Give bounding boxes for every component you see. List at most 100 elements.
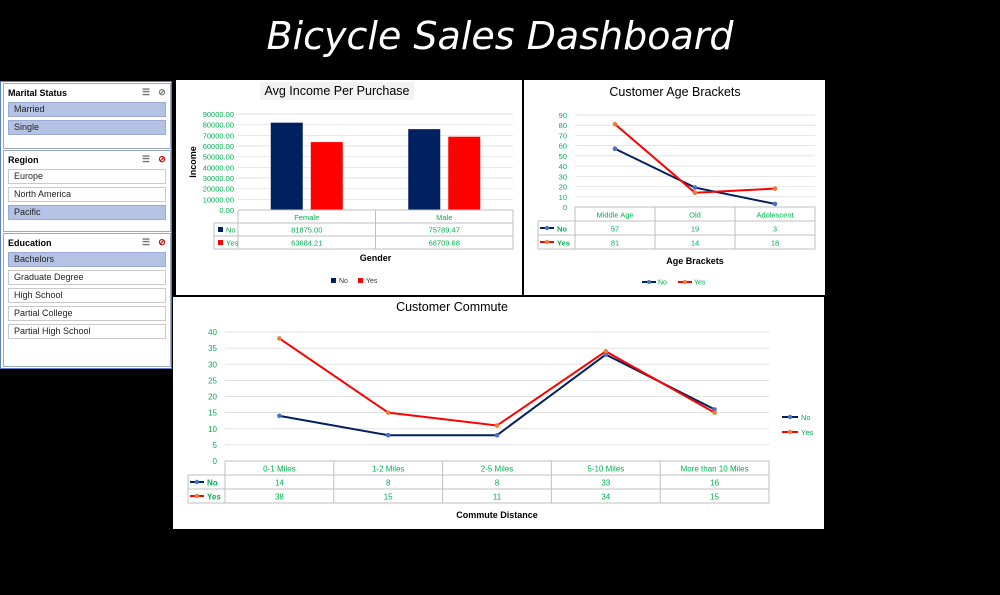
table-category: Female (294, 213, 319, 222)
legend-marker-yes (683, 280, 687, 284)
table-value: 15 (384, 493, 393, 502)
table-category: 0-1 Miles (263, 465, 295, 474)
table-value: 68709.68 (429, 239, 460, 248)
table-value: 81 (611, 239, 619, 248)
legend-key-no (331, 278, 336, 283)
y-tick-label: 0 (563, 203, 567, 212)
slicer-item-north-america[interactable]: North America (8, 187, 166, 202)
legend-marker-no (787, 414, 793, 420)
slicer-education: Education ☰ ⊘ Bachelors Graduate Degree … (3, 233, 171, 367)
slicer-item-high-school[interactable]: High School (8, 288, 166, 303)
table-value: 16 (710, 479, 719, 488)
y-tick-label: 40000.00 (203, 163, 234, 172)
legend-label: No (658, 280, 667, 287)
y-tick-label: 20 (208, 393, 217, 402)
slicer-item-bachelors[interactable]: Bachelors (8, 252, 166, 267)
data-point-no (494, 432, 500, 438)
commute-chart-panel[interactable]: Customer Commute 0 5 10 15 20 25 30 35 40 0-1 Mile… (173, 297, 824, 529)
table-series-name: No (226, 226, 236, 235)
y-tick-label: 35 (208, 344, 217, 353)
y-tick-label: 10 (208, 425, 217, 434)
y-tick-label: 10000.00 (203, 195, 234, 204)
bar-yes (448, 136, 481, 210)
dashboard-title: Bicycle Sales Dashboard (266, 14, 734, 58)
y-tick-label: 40 (559, 162, 567, 171)
data-point-yes (692, 190, 698, 195)
table-category: Adolescent (756, 211, 794, 220)
x-axis-label: Gender (360, 253, 392, 263)
clear-filter-icon[interactable]: ⊘ (158, 237, 166, 247)
data-point-no (612, 146, 618, 152)
table-series-name: Yes (207, 493, 221, 502)
table-category: Old (689, 211, 701, 220)
table-value: 34 (601, 493, 610, 502)
table-category: 2-5 Miles (481, 465, 513, 474)
slicer-item-partial-college[interactable]: Partial College (8, 306, 166, 321)
table-value: 38 (275, 493, 284, 502)
table-value: 18 (771, 239, 779, 248)
chart-title: Customer Commute (396, 300, 508, 314)
data-point-no (712, 407, 717, 412)
series-line-no (279, 353, 716, 437)
y-tick-label: 60 (559, 142, 567, 151)
slicer-item-graduate-degree[interactable]: Graduate Degree (8, 270, 166, 285)
data-point-yes (612, 121, 618, 127)
table-category: 5-10 Miles (587, 465, 624, 474)
legend-marker-no (647, 280, 651, 284)
y-tick-label: 20 (559, 183, 567, 192)
legend-label: Yes (801, 428, 813, 437)
multi-select-icon[interactable]: ☰ (141, 87, 151, 97)
y-tick-label: 70000.00 (203, 131, 234, 140)
multi-select-icon[interactable]: ☰ (141, 154, 151, 164)
data-point-yes (277, 336, 282, 341)
legend-marker-no (194, 479, 200, 485)
table-value: 8 (495, 479, 500, 488)
table-series-name: Yes (557, 239, 570, 248)
data-point-yes (603, 349, 609, 354)
table-category: Male (436, 213, 452, 222)
age-chart-panel[interactable]: Customer Age Brackets 0 10 20 30 40 50 60 70 80 90… (524, 80, 825, 295)
multi-select-icon[interactable]: ☰ (141, 237, 151, 247)
y-tick-label: 50000.00 (203, 153, 234, 162)
y-axis-label: Income (188, 146, 198, 178)
legend-marker-yes (787, 429, 793, 435)
legend-key-yes (218, 240, 223, 245)
table-value: 15 (710, 493, 719, 502)
slicer-pane: Marital Status ☰ ⊘ Married Single Region… (0, 81, 172, 369)
table-value: 11 (493, 493, 502, 502)
clear-filter-icon[interactable]: ⊘ (158, 154, 166, 164)
x-axis-label: Commute Distance (456, 510, 538, 520)
chart-title-bg (260, 82, 414, 100)
slicer-item-single[interactable]: Single (8, 120, 166, 135)
y-tick-label: 30 (559, 172, 567, 181)
slicer-marital-status: Marital Status ☰ ⊘ Married Single (3, 83, 171, 149)
table-series-name: Yes (226, 239, 238, 248)
clear-filter-icon[interactable]: ⊘ (158, 87, 166, 97)
y-tick-label: 70 (559, 131, 567, 140)
slicer-item-married[interactable]: Married (8, 102, 166, 117)
y-tick-label: 30 (208, 360, 217, 369)
data-point-yes (385, 410, 391, 415)
slicer-item-pacific[interactable]: Pacific (8, 205, 166, 220)
chart-title: Avg Income Per Purchase (265, 84, 410, 98)
slicer-title: Education (8, 238, 52, 248)
table-value: 8 (386, 479, 391, 488)
income-chart: Avg Income Per Purchase 0.00 10000.0020000… (188, 82, 514, 285)
y-tick-label: 90 (559, 111, 567, 120)
table-value: 81875.00 (291, 226, 322, 235)
y-tick-label: 60000.00 (203, 142, 234, 151)
y-tick-label: 50 (559, 152, 567, 161)
y-tick-label: 90000.00 (203, 110, 234, 119)
x-axis-label: Age Brackets (666, 256, 724, 266)
chart-title: Customer Age Brackets (609, 85, 740, 99)
income-chart-panel[interactable]: Avg Income Per Purchase 0.00 10000.00 20000… (176, 80, 522, 295)
slicer-item-partial-high-school[interactable]: Partial High School (8, 324, 166, 339)
slicer-item-europe[interactable]: Europe (8, 169, 166, 184)
data-point-no (277, 413, 282, 419)
data-point-yes (772, 186, 778, 191)
data-point-no (772, 201, 778, 207)
commute-chart: Customer Commute 0 5 10 15 20 25 30 35 40 0-1 Mile… (187, 300, 813, 520)
table-series-name: No (207, 479, 218, 488)
legend-key-no (218, 227, 223, 232)
